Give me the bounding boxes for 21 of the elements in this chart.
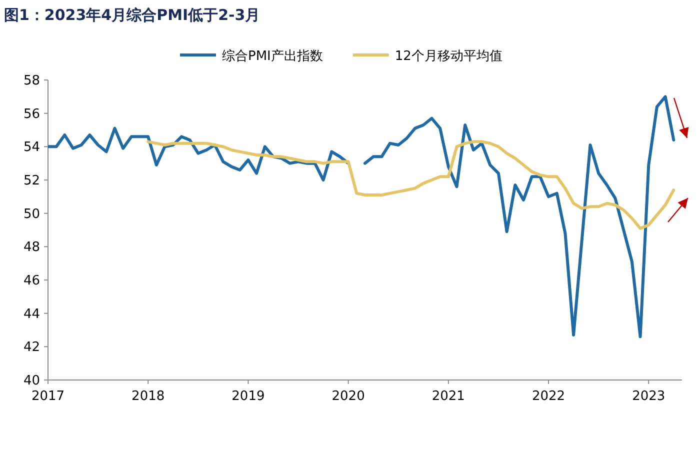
legend-label: 综合PMI产出指数 bbox=[222, 49, 323, 64]
y-tick-label: 44 bbox=[23, 306, 40, 322]
y-tick-label: 48 bbox=[23, 240, 40, 256]
x-tick-label: 2020 bbox=[332, 389, 365, 404]
line-series bbox=[146, 140, 676, 230]
y-tick-label: 52 bbox=[23, 174, 40, 188]
y-tick-label: 50 bbox=[23, 206, 40, 222]
legend-label: 12个月移动平均值 bbox=[394, 49, 502, 64]
x-tick-label: 2022 bbox=[532, 389, 566, 404]
x-tick-label: 2017 bbox=[31, 389, 65, 404]
x-tick-label: 2019 bbox=[232, 389, 265, 404]
y-tick-label: 56 bbox=[23, 106, 40, 122]
y-tick-label: 46 bbox=[23, 274, 40, 288]
x-tick-label: 2021 bbox=[432, 389, 465, 404]
x-tick-label: 2023 bbox=[632, 389, 666, 404]
y-tick-label: 40 bbox=[23, 374, 40, 388]
y-tick-label: 58 bbox=[23, 74, 40, 88]
chart-title: 图1：2023年4月综合PMI低于2-3月 bbox=[4, 6, 260, 24]
y-tick-label: 42 bbox=[23, 340, 40, 356]
y-tick-label: 54 bbox=[23, 140, 40, 156]
x-tick-label: 2018 bbox=[132, 389, 165, 404]
